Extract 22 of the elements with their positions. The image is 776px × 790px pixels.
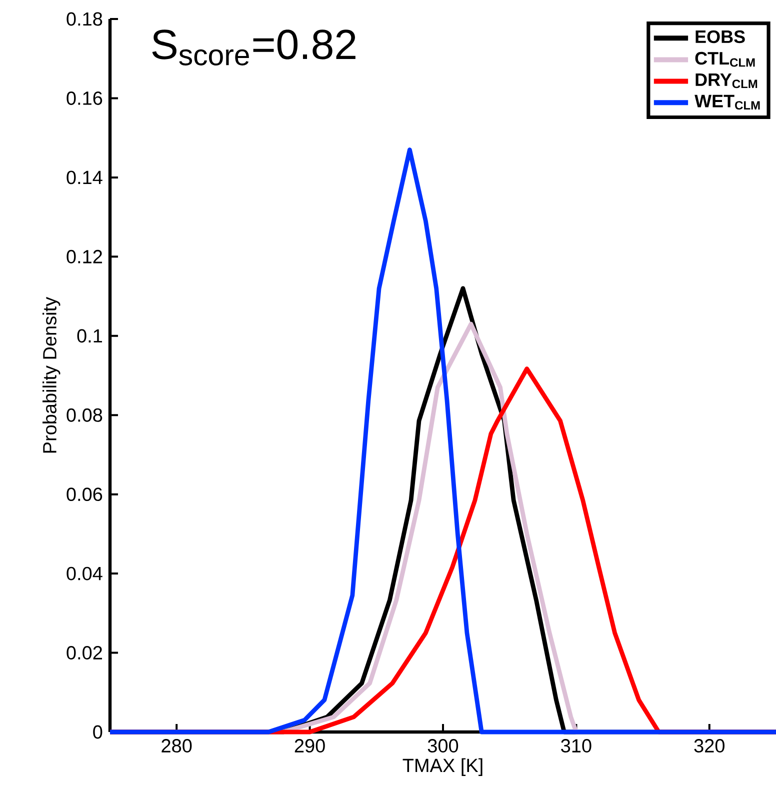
y-tick-label: 0.1 (77, 329, 102, 343)
legend-label: EOBS (696, 30, 745, 44)
x-tick-label: 290 (294, 739, 325, 753)
x-tick-label: 310 (561, 739, 592, 753)
y-axis-title: Probability Density (42, 296, 60, 453)
y-tick-label: 0 (93, 725, 102, 739)
legend-label: DRY$_{CLM}$ (696, 73, 758, 88)
x-tick-label: 280 (162, 739, 192, 753)
y-tick-label: 0.18 (66, 12, 102, 26)
y-tick-label: 0.12 (66, 250, 102, 264)
y-tick-label: 0.14 (66, 170, 102, 184)
y-tick-label: 0.16 (66, 91, 102, 105)
y-tick-label: 0.08 (66, 408, 102, 422)
legend-label: WET$_{CLM}$ (694, 94, 760, 110)
legend-label: CTL$_{CLM}$ (695, 52, 755, 67)
x-tick-label: 320 (694, 739, 724, 753)
x-axis-title: TMAX [K] (402, 758, 482, 776)
x-tick-label: 300 (428, 739, 458, 753)
y-tick-label: 0.04 (66, 566, 102, 580)
annotation: S$_{score}$=0.82 (152, 30, 356, 66)
y-tick-label: 0.02 (66, 646, 102, 660)
y-tick-label: 0.06 (66, 488, 102, 502)
